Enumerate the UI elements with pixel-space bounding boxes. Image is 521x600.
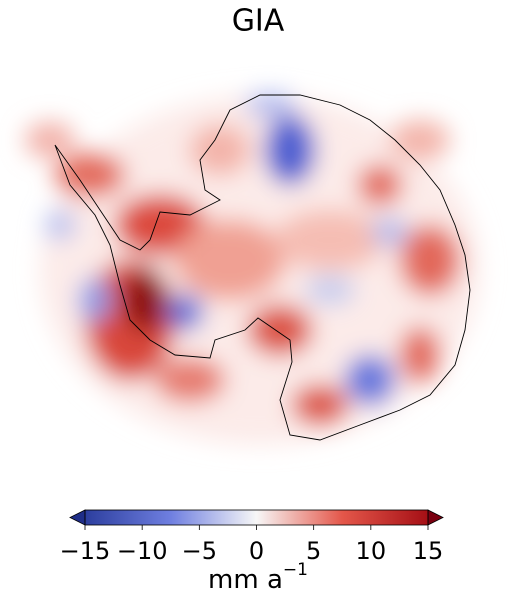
colorbar-tick-label: 5 [306, 537, 321, 565]
colorbar-tick-label: −15 [60, 537, 111, 565]
colorbar-tick-label: 10 [356, 537, 387, 565]
colorbar-tick-label: 15 [413, 537, 444, 565]
colorbar-body [85, 510, 428, 525]
colorbar-label: mm a−1 [208, 560, 308, 595]
colorbar-extend-low [69, 509, 86, 526]
colorbar: −15 −10 −5 0 5 10 15 mm a−1 [60, 509, 444, 595]
colorbar-tick-label: 0 [249, 537, 264, 565]
colorbar-tick-label: −5 [182, 537, 217, 565]
coastline [54, 94, 471, 441]
colorbar-extend-high [427, 509, 444, 526]
title: GIA [232, 4, 285, 39]
gia-field [25, 93, 480, 445]
colorbar-label-exponent: −1 [283, 560, 308, 580]
colorbar-tick-label: −10 [117, 537, 168, 565]
colorbar-label-unit: mm a [208, 565, 283, 595]
